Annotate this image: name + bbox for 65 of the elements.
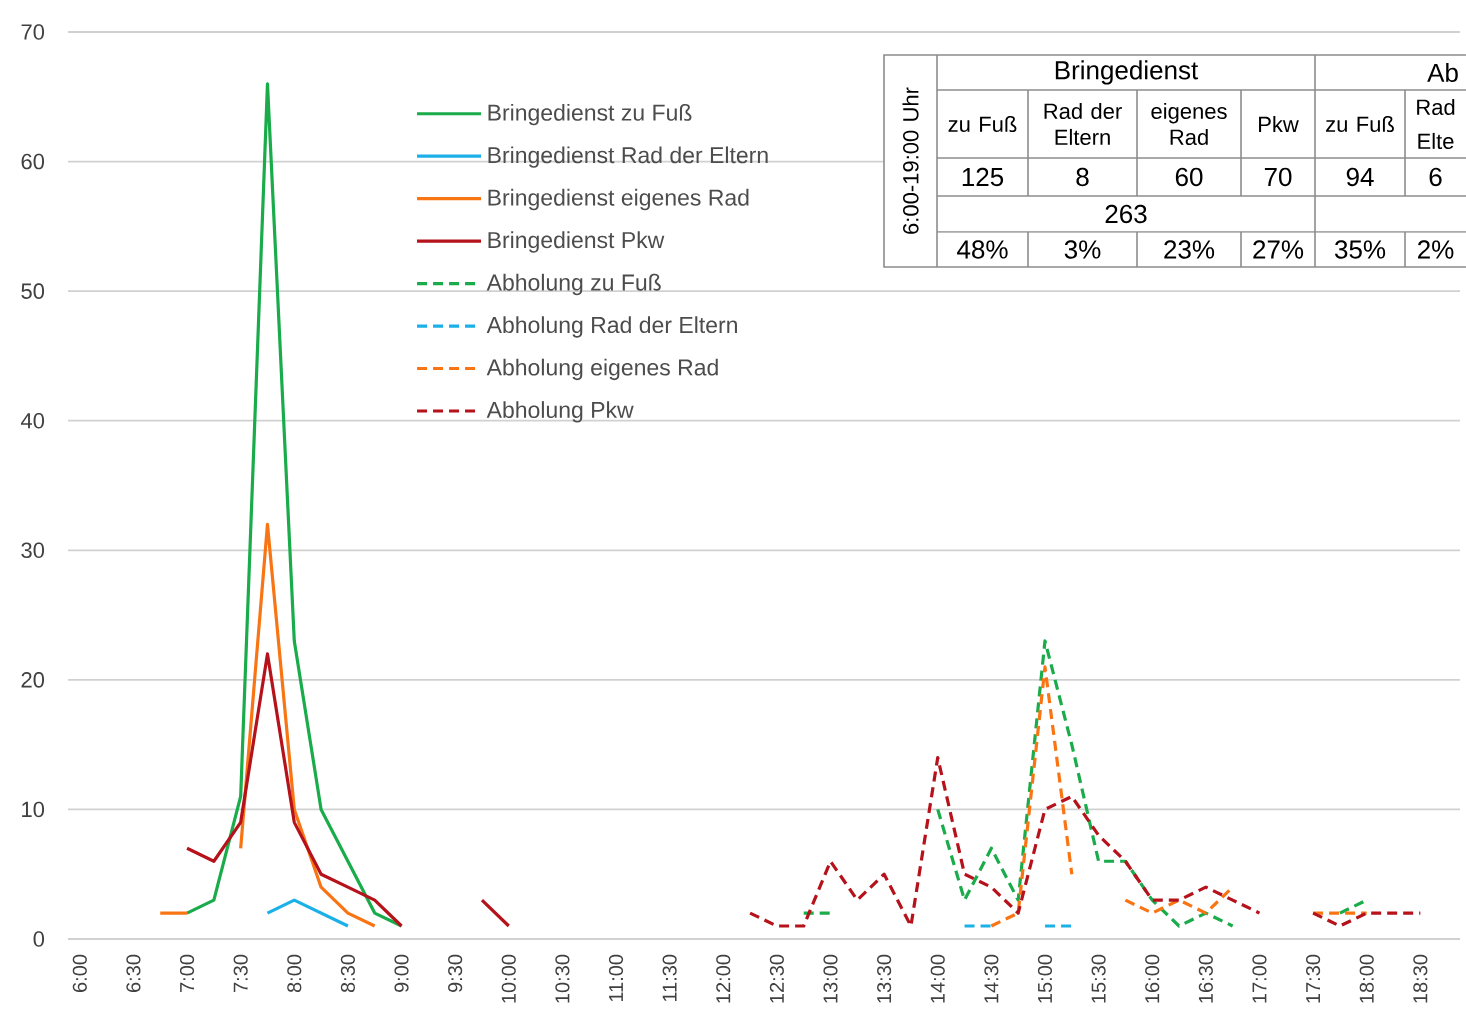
x-tick-label: 10:30 xyxy=(555,954,570,1003)
legend-label: Bringedienst Pkw xyxy=(488,231,665,253)
x-tick-label: 18:00 xyxy=(1359,954,1374,1003)
x-tick-label: 8:00 xyxy=(287,954,302,993)
y-tick-label: 10 xyxy=(22,801,45,818)
annotation: Ab xyxy=(1427,62,1458,83)
legend-label: Abholung zu Fuß xyxy=(486,273,661,296)
y-tick-label: 60 xyxy=(21,153,45,170)
x-tick-label: 7:00 xyxy=(179,954,195,992)
annotation: eigenes Rad xyxy=(1151,102,1227,146)
annotation: 8 xyxy=(1076,167,1089,187)
x-tick-label: 11:00 xyxy=(608,954,624,1002)
x-tick-label: 14:30 xyxy=(984,954,999,1003)
annotation: Bringedienst xyxy=(1055,60,1199,85)
annotation: Rad xyxy=(1417,98,1455,116)
x-tick-label: 13:00 xyxy=(823,954,838,1003)
x-tick-label: 13:30 xyxy=(877,954,892,1003)
x-tick-label: 16:30 xyxy=(1198,954,1213,1003)
x-tick-label: 15:30 xyxy=(1091,954,1106,1003)
annotation: 70 xyxy=(1264,167,1292,187)
x-tick-label: 15:00 xyxy=(1037,954,1053,1003)
x-tick-label: 11:30 xyxy=(662,954,677,1002)
x-tick-label: 9:00 xyxy=(394,954,409,993)
annotation: 263 xyxy=(1105,204,1147,224)
legend-label: Bringedienst zu Fuß xyxy=(488,103,692,126)
legend-label: Abholung Pkw xyxy=(486,401,634,423)
legend-label: Bringedienst Rad der Eltern xyxy=(488,146,768,168)
annotation: Rad der Eltern xyxy=(1044,102,1122,146)
x-tick-label: 14:00 xyxy=(930,954,945,1003)
x-tick-label: 10:00 xyxy=(501,954,516,1003)
annotation: 125 xyxy=(962,167,1004,187)
annotation: 6 xyxy=(1429,167,1442,187)
x-tick-label: 18:30 xyxy=(1413,954,1428,1003)
x-tick-label: 17:00 xyxy=(1252,954,1267,1003)
x-tick-label: 6:00 xyxy=(72,954,87,992)
legend-label: Abholung Rad der Eltern xyxy=(486,316,737,338)
annotation: Elte xyxy=(1418,132,1454,150)
legend-label: Abholung eigenes Rad xyxy=(486,358,718,381)
y-tick-label: 20 xyxy=(21,672,45,688)
y-tick-label: 50 xyxy=(21,283,45,299)
annotation: 6:00-19:00 Uhr xyxy=(902,87,919,234)
annotation: 35% xyxy=(1335,240,1386,259)
annotation: 60 xyxy=(1175,167,1203,187)
x-tick-label: 16:00 xyxy=(1145,954,1160,1003)
y-tick-label: 70 xyxy=(21,24,45,40)
annotation: Pkw xyxy=(1259,116,1299,132)
annotation: 48% xyxy=(957,240,1008,259)
y-tick-label: 40 xyxy=(20,412,45,429)
annotation: 27% xyxy=(1253,240,1304,259)
annotation: 23% xyxy=(1164,240,1215,259)
annotation: zu Fuß xyxy=(1326,115,1394,133)
annotation: 94 xyxy=(1346,167,1374,187)
annotation: 2% xyxy=(1418,240,1454,259)
y-tick-label: 30 xyxy=(21,542,45,559)
x-tick-label: 9:30 xyxy=(448,954,463,993)
annotation: zu Fuß xyxy=(948,115,1017,133)
x-tick-label: 17:30 xyxy=(1306,954,1321,1003)
y-tick-label: 0 xyxy=(33,931,45,947)
legend-label: Bringedienst eigenes Rad xyxy=(488,188,749,211)
x-tick-label: 12:30 xyxy=(769,954,784,1003)
annotation: 3% xyxy=(1064,240,1101,259)
x-tick-label: 8:30 xyxy=(340,954,355,993)
x-tick-label: 7:30 xyxy=(233,954,248,992)
x-tick-label: 6:30 xyxy=(126,954,141,992)
x-tick-label: 12:00 xyxy=(716,954,731,1003)
